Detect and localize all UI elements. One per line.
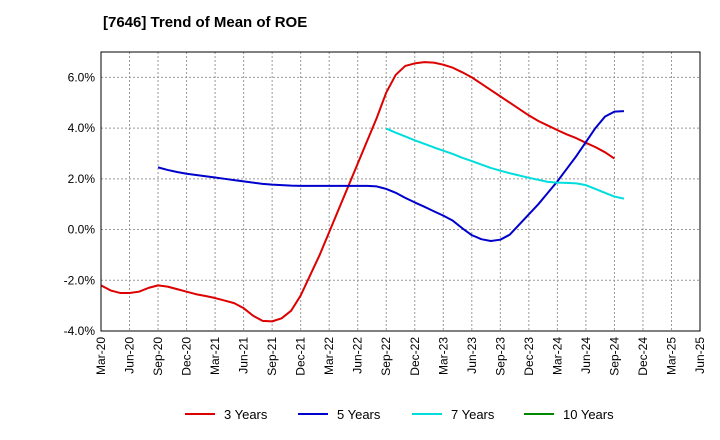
y-tick-label: 6.0% — [68, 70, 96, 84]
x-tick-label: Mar-25 — [664, 337, 678, 375]
plot-frame — [100, 51, 701, 332]
x-tick-label: Dec-21 — [294, 337, 308, 376]
x-tick-label: Sep-21 — [265, 337, 279, 376]
x-tick-label: Sep-20 — [151, 337, 165, 376]
x-tick-label: Dec-24 — [636, 337, 650, 376]
y-tick-label: 0.0% — [68, 223, 96, 237]
x-tick-label: Dec-23 — [522, 337, 536, 376]
x-tick-label: Sep-22 — [379, 337, 393, 376]
legend-label-7-years: 7 Years — [451, 407, 495, 422]
y-tick-label: 2.0% — [68, 172, 96, 186]
x-tick-label: Mar-20 — [94, 337, 108, 375]
x-tick-label: Sep-23 — [493, 337, 507, 376]
x-tick-label: Dec-20 — [180, 337, 194, 376]
chart-title: [7646] Trend of Mean of ROE — [103, 14, 308, 31]
y-tick-label: 4.0% — [68, 121, 96, 135]
x-tick-label: Mar-23 — [436, 337, 450, 375]
legend: 3 Years 5 Years 7 Years 10 Years — [185, 407, 614, 422]
x-tick-label: Jun-20 — [123, 337, 137, 374]
series-line-7-years — [385, 127, 625, 200]
x-axis-ticks: Mar-20 Jun-20 Sep-20 Dec-20 Mar-21 Jun-21 Sep-… — [94, 337, 707, 376]
series-line-5-years — [157, 110, 624, 242]
series-layer — [100, 61, 625, 323]
x-tick-label: Jun-22 — [351, 337, 365, 374]
legend-label-10-years: 10 Years — [563, 407, 614, 422]
x-tick-label: Mar-24 — [550, 337, 564, 375]
x-tick-label: Mar-21 — [208, 337, 222, 375]
series-line-3-years — [100, 61, 615, 323]
legend-label-5-years: 5 Years — [337, 407, 381, 422]
x-tick-label: Jun-23 — [465, 337, 479, 374]
x-tick-label: Jun-24 — [579, 337, 593, 374]
y-axis-ticks: -4.0% -2.0% 0.0% 2.0% 4.0% 6.0% — [64, 70, 96, 338]
x-tick-label: Mar-22 — [322, 337, 336, 375]
y-tick-label: -2.0% — [64, 273, 96, 287]
legend-label-3-years: 3 Years — [224, 407, 268, 422]
y-tick-label: -4.0% — [64, 324, 96, 338]
x-tick-label: Jun-21 — [237, 337, 251, 374]
x-tick-label: Jun-25 — [693, 337, 707, 374]
grid-layer — [101, 52, 700, 332]
x-tick-label: Dec-22 — [408, 337, 422, 376]
x-tick-label: Sep-24 — [607, 337, 621, 376]
